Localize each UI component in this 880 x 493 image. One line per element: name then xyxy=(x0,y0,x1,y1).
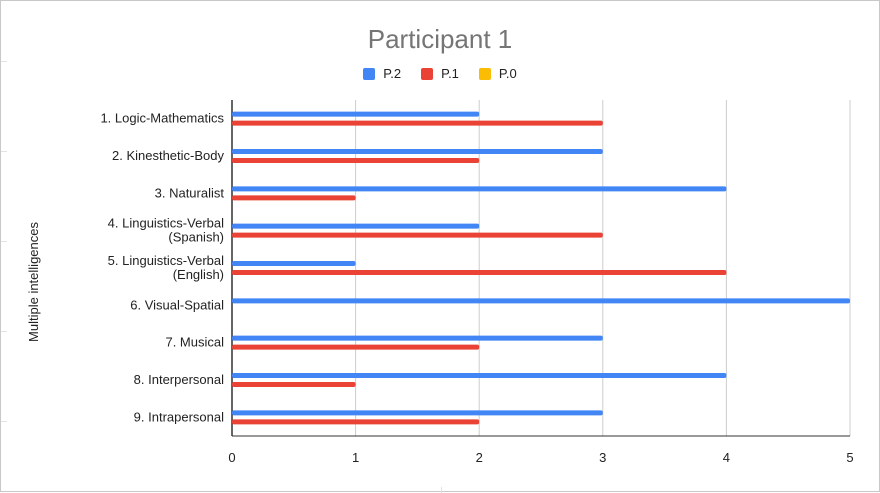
sheet-gridline xyxy=(1,331,7,332)
category-label: 6. Visual-Spatial xyxy=(130,297,224,312)
x-tick-label: 3 xyxy=(599,450,606,465)
bar-p1 xyxy=(232,232,603,238)
bar-p1 xyxy=(232,344,480,350)
bar-p1 xyxy=(232,382,356,387)
bar-p2 xyxy=(232,335,603,341)
bar-p1 xyxy=(232,158,480,163)
bar-p2 xyxy=(232,223,480,229)
chart-legend: P.2 P.1 P.0 xyxy=(0,66,880,81)
legend-item: P.1 xyxy=(421,66,459,81)
x-tick-label: 0 xyxy=(228,450,235,465)
category-label: 9. Intrapersonal xyxy=(134,409,224,424)
x-tick-label: 2 xyxy=(476,450,483,465)
legend-label: P.0 xyxy=(498,66,517,81)
chart-title: Participant 1 xyxy=(367,24,513,54)
sheet-gridline xyxy=(1,151,7,152)
category-label: 5. Linguistics-Verbal xyxy=(108,253,224,268)
sheet-gridline xyxy=(1,241,7,242)
legend-item: P.2 xyxy=(363,66,401,81)
bar-p1 xyxy=(232,195,356,201)
legend-label: P.1 xyxy=(441,66,459,81)
category-label: 2. Kinesthetic-Body xyxy=(112,148,225,163)
legend-item: P.0 xyxy=(478,66,517,81)
legend-swatch xyxy=(363,67,376,80)
bar-p2 xyxy=(232,410,603,416)
bar-p2 xyxy=(232,298,850,304)
y-axis-title: Multiple intelligences xyxy=(26,222,41,342)
x-tick-label: 4 xyxy=(723,450,730,465)
category-label: 1. Logic-Mathematics xyxy=(100,111,224,126)
category-label: 3. Naturalist xyxy=(155,185,225,200)
category-label: (Spanish) xyxy=(168,230,224,245)
x-tick-label: 5 xyxy=(846,450,853,465)
category-label: (English) xyxy=(173,267,224,282)
bar-p2 xyxy=(232,111,480,117)
bar-p1 xyxy=(232,270,727,275)
bar-p1 xyxy=(232,419,480,425)
category-label: 8. Interpersonal xyxy=(134,372,224,387)
bar-p1 xyxy=(232,120,603,126)
category-label: 4. Linguistics-Verbal xyxy=(108,216,224,231)
bar-p2 xyxy=(232,261,356,266)
sheet-gridline xyxy=(1,421,7,422)
bar-p2 xyxy=(232,186,727,192)
sheet-gridline xyxy=(441,487,442,493)
sheet-gridline xyxy=(1,61,7,62)
category-label: 7. Musical xyxy=(165,335,224,350)
legend-swatch xyxy=(478,67,491,80)
bar-p2 xyxy=(232,373,727,378)
legend-swatch xyxy=(421,67,434,80)
x-tick-label: 1 xyxy=(352,450,359,465)
legend-label: P.2 xyxy=(383,66,402,81)
bar-p2 xyxy=(232,149,603,154)
